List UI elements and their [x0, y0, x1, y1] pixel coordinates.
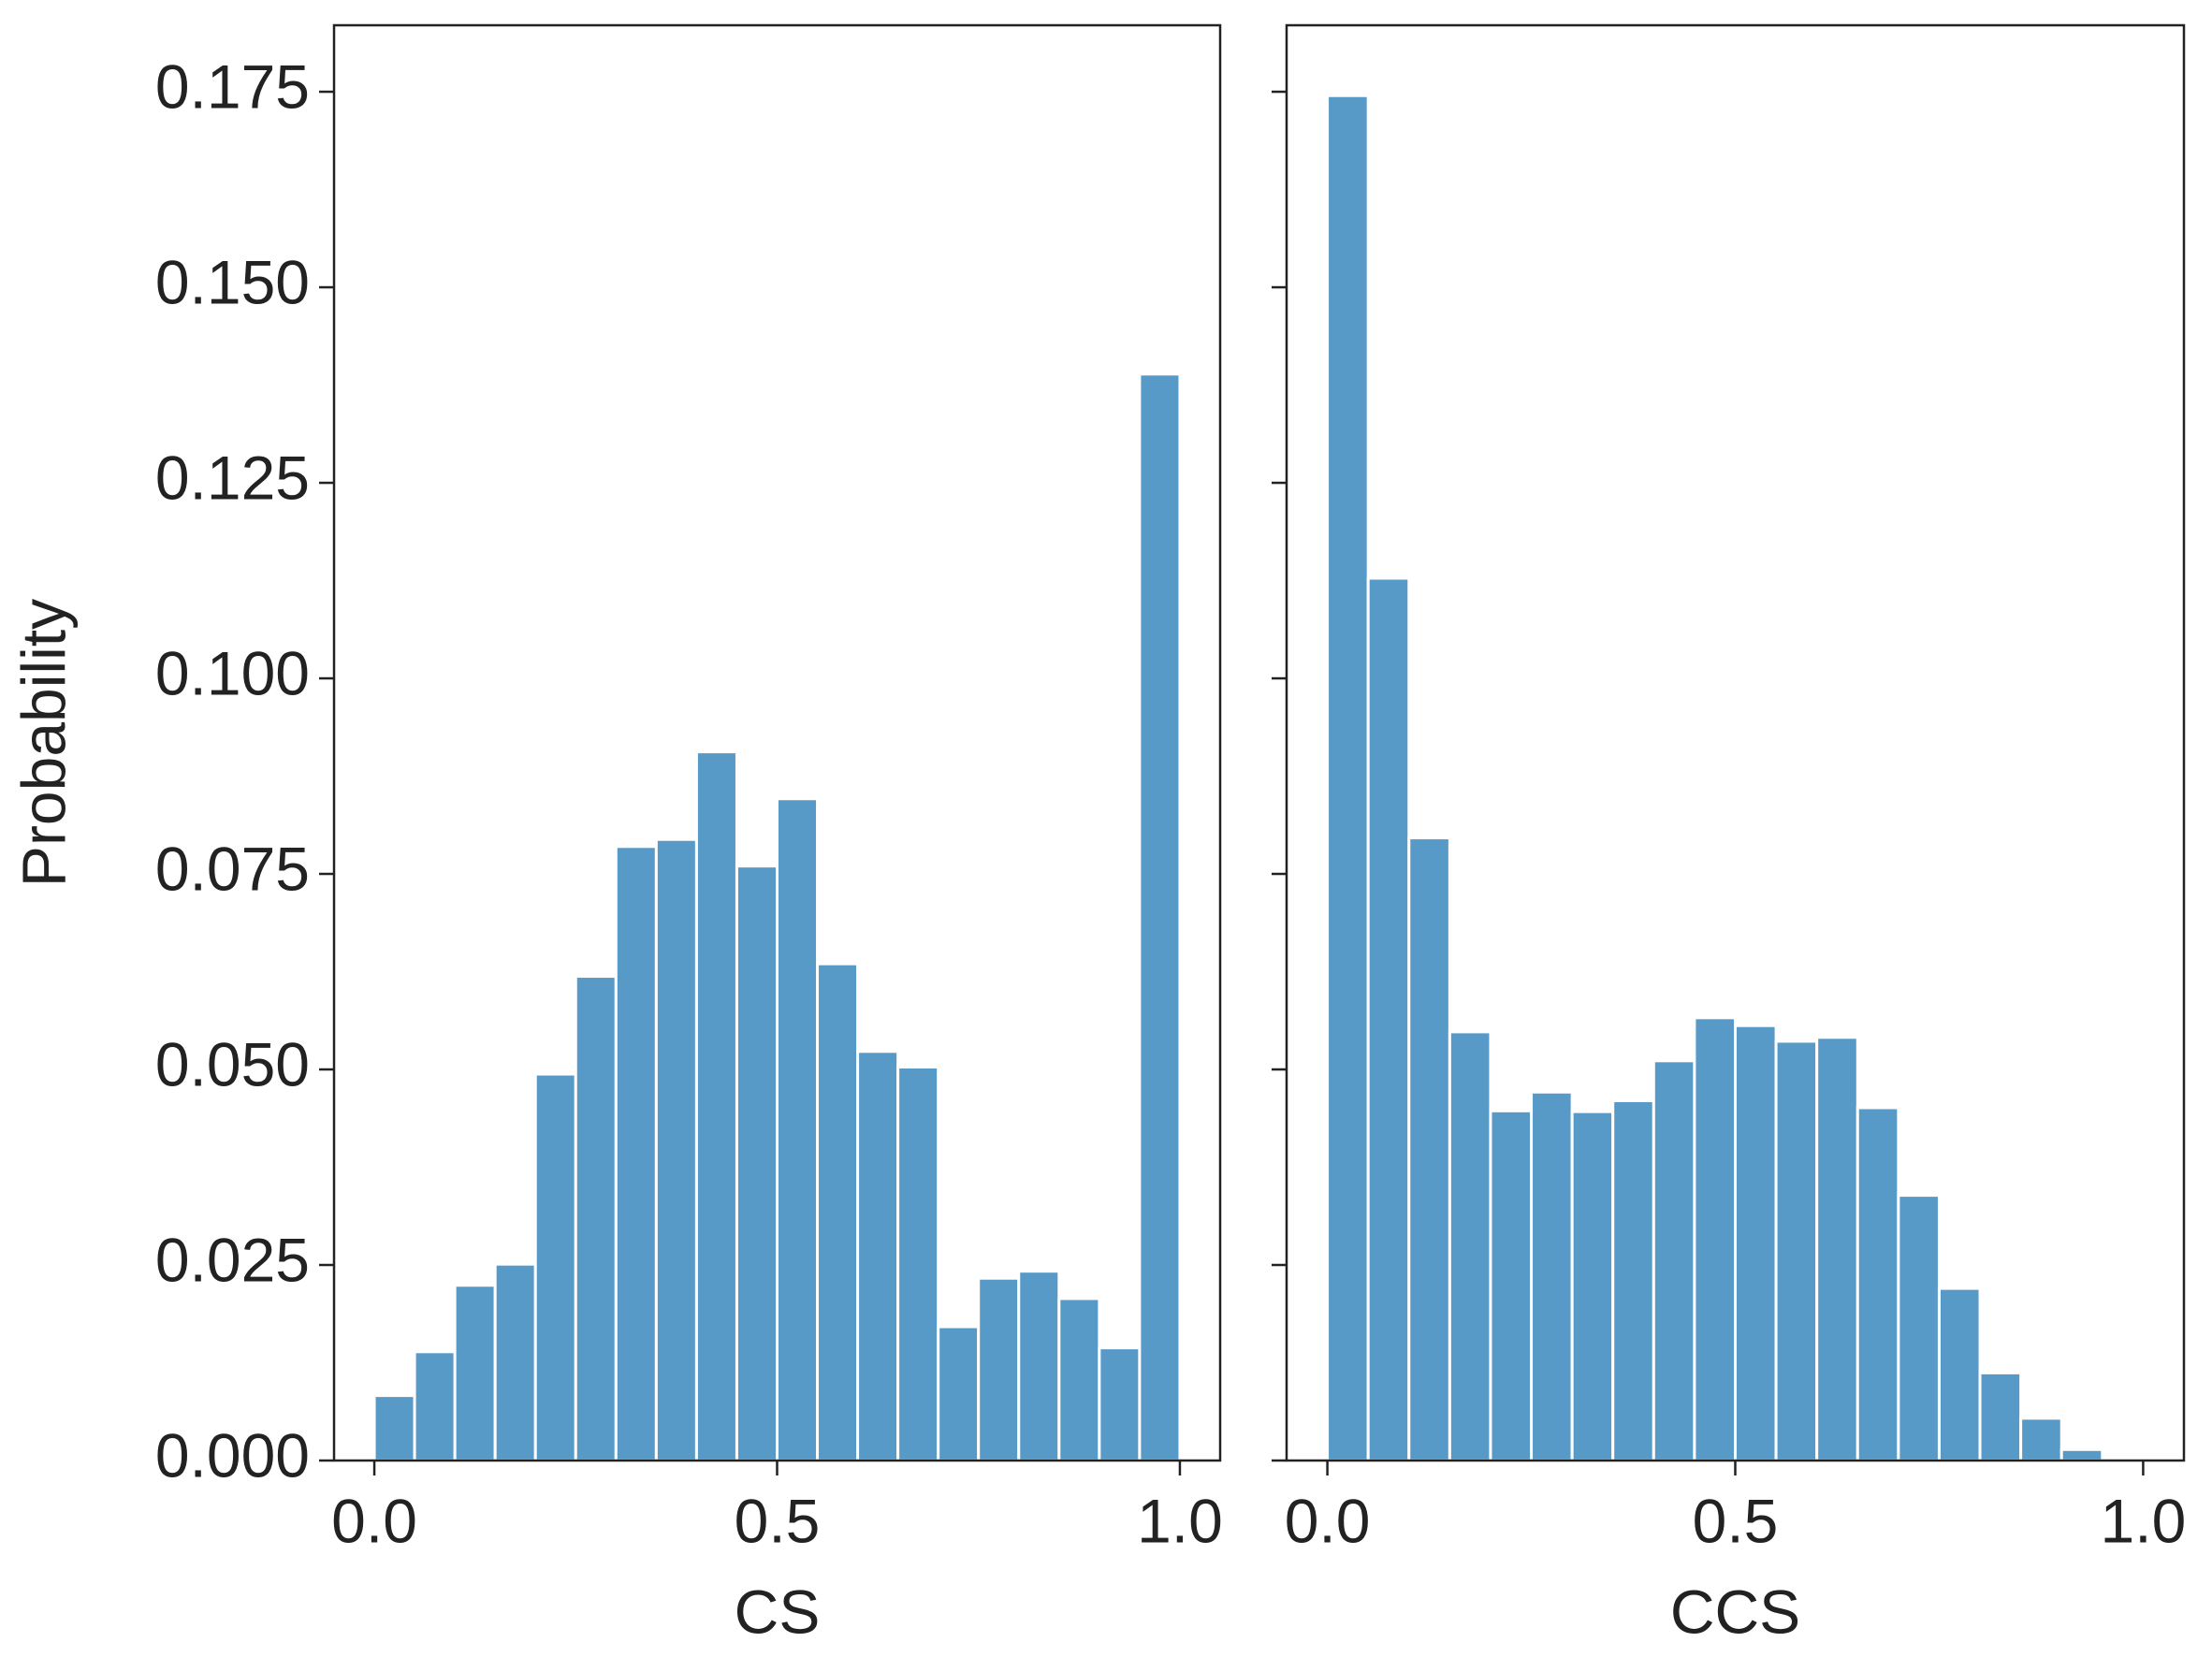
x-tick-label: 1.0: [2101, 1486, 2187, 1555]
bar: [937, 1325, 981, 1462]
bar: [1570, 1110, 1615, 1462]
x-tick-label: 0.0: [1285, 1486, 1371, 1555]
y-axis-label: Probability: [8, 599, 78, 887]
bar: [977, 1276, 1021, 1462]
bar: [1530, 1090, 1574, 1462]
bar: [1774, 1039, 1819, 1462]
bar: [1815, 1036, 1859, 1462]
bar: [694, 750, 738, 1462]
bar: [1017, 1270, 1061, 1462]
y-tick-label: 0.075: [155, 834, 310, 903]
bar: [614, 845, 658, 1462]
x-axis-label: CCS: [1670, 1577, 1800, 1646]
bar: [1326, 94, 1370, 1462]
bar: [1448, 1030, 1492, 1462]
y-tick-label: 0.000: [155, 1420, 310, 1490]
bar: [2059, 1447, 2104, 1462]
y-tick-label: 0.150: [155, 247, 310, 316]
x-tick-label: 1.0: [1137, 1486, 1223, 1555]
x-tick-label: 0.5: [735, 1486, 821, 1555]
bar: [372, 1394, 416, 1462]
x-axis-label: CS: [735, 1577, 821, 1646]
x-tick-label: 0.5: [1693, 1486, 1779, 1555]
bar: [2019, 1417, 2063, 1462]
y-tick-label: 0.175: [155, 51, 310, 121]
bar: [1138, 372, 1182, 1462]
y-tick-label: 0.025: [155, 1225, 310, 1294]
bar: [1407, 836, 1451, 1462]
bar: [533, 1072, 577, 1462]
bar: [1897, 1194, 1941, 1462]
bar: [735, 865, 779, 1462]
bar: [1652, 1059, 1696, 1462]
y-tick-label: 0.050: [155, 1029, 310, 1098]
bar: [1693, 1016, 1737, 1462]
bar: [1611, 1098, 1655, 1462]
bar: [413, 1350, 457, 1462]
bar: [493, 1262, 537, 1462]
bar: [1366, 576, 1411, 1462]
bar: [1734, 1024, 1778, 1462]
y-tick-label: 0.125: [155, 443, 310, 512]
bar: [654, 837, 698, 1462]
bar: [1978, 1371, 2023, 1462]
bar: [816, 962, 860, 1462]
bar: [776, 797, 820, 1462]
bar: [453, 1284, 497, 1462]
bar: [896, 1066, 940, 1462]
bar: [1855, 1106, 1900, 1462]
x-tick-label: 0.0: [331, 1486, 417, 1555]
bar: [1057, 1297, 1101, 1462]
bar: [574, 975, 618, 1462]
bar: [1098, 1346, 1142, 1462]
bar: [1489, 1109, 1534, 1462]
y-tick-label: 0.100: [155, 638, 310, 707]
bar: [1937, 1286, 1982, 1462]
bar: [856, 1050, 900, 1462]
